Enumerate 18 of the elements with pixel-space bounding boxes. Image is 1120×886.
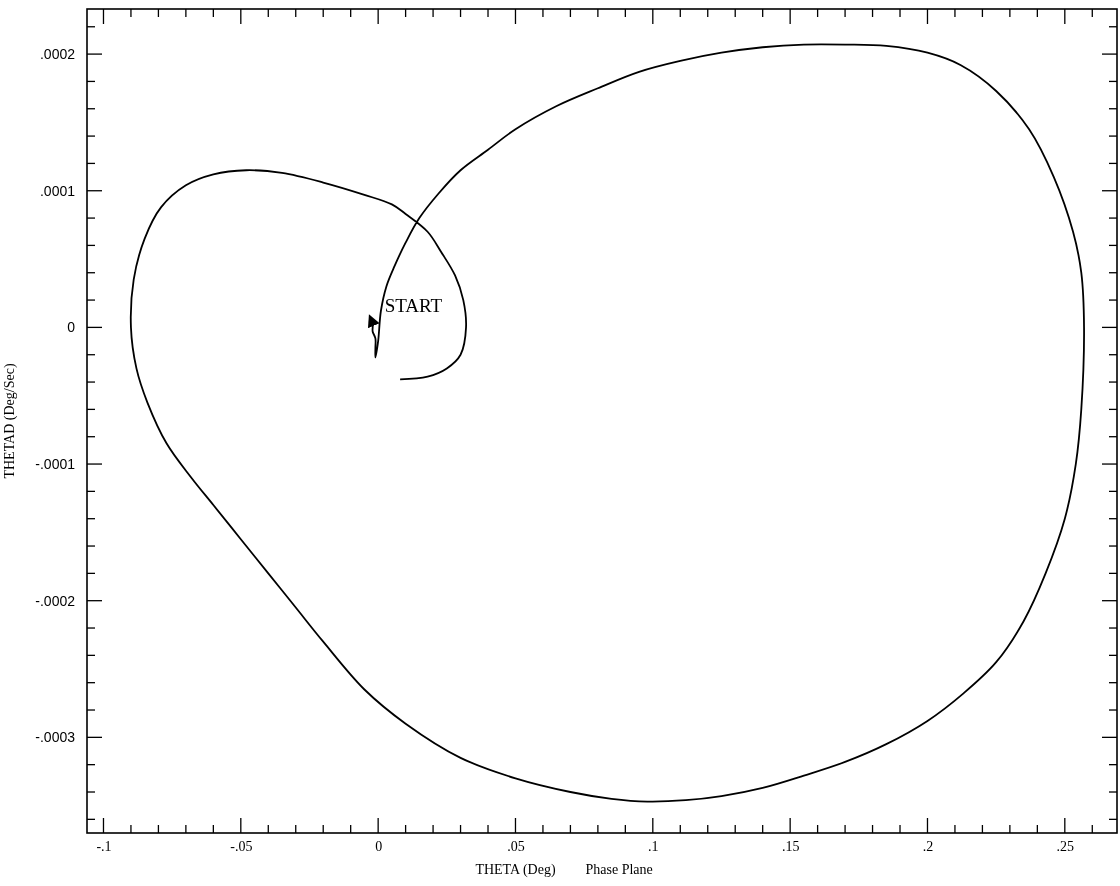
- x-tick-label: 0: [375, 838, 383, 854]
- y-axis-title: THETAD (Deg/Sec): [2, 363, 18, 479]
- x-tick-label: -.05: [230, 838, 253, 854]
- text: Phase Plane: [585, 862, 653, 877]
- y-tick-label: .0001: [39, 182, 76, 199]
- x-tick-label: -.1: [96, 838, 112, 854]
- y-tick-label: -.0001: [35, 456, 76, 473]
- x-axis-title: THETA (Deg): [475, 862, 556, 878]
- x-tick-label: .2: [922, 838, 934, 854]
- x-tick-label: .15: [781, 838, 800, 854]
- x-tick-label: .05: [507, 838, 525, 854]
- x-tick-label: .25: [1056, 838, 1075, 854]
- x-tick-label: .1: [648, 838, 659, 854]
- annotation: START: [384, 294, 443, 316]
- y-tick-label: -.0002: [35, 592, 76, 609]
- y-tick-label: -.0003: [35, 729, 76, 746]
- y-tick-label: 0: [67, 319, 76, 336]
- y-tick-label: .0002: [39, 46, 76, 63]
